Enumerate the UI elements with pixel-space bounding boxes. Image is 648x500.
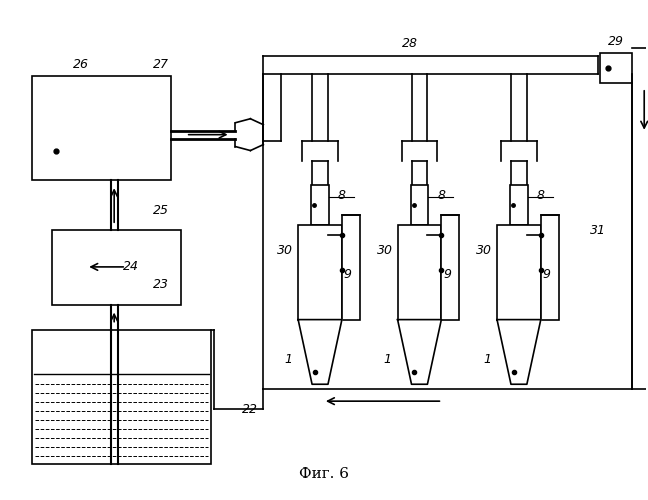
Text: 8: 8: [537, 189, 545, 202]
Text: 1: 1: [284, 353, 292, 366]
Text: 26: 26: [73, 58, 89, 70]
Text: 22: 22: [242, 402, 259, 415]
Text: 9: 9: [443, 268, 451, 281]
Text: 27: 27: [153, 58, 169, 70]
Bar: [298, 225, 342, 320]
Bar: [32, 76, 171, 180]
Text: 30: 30: [376, 244, 393, 256]
Text: 8: 8: [338, 189, 346, 202]
Text: 30: 30: [277, 244, 293, 256]
Bar: [541, 215, 559, 320]
Bar: [342, 215, 360, 320]
Text: 9: 9: [344, 268, 352, 281]
Text: 31: 31: [590, 224, 605, 236]
Text: 1: 1: [483, 353, 491, 366]
Bar: [601, 53, 632, 83]
Bar: [441, 215, 459, 320]
Bar: [398, 225, 441, 320]
Text: Фиг. 6: Фиг. 6: [299, 467, 349, 481]
Text: 1: 1: [384, 353, 391, 366]
Bar: [510, 186, 528, 225]
Text: 30: 30: [476, 244, 492, 256]
Bar: [411, 186, 428, 225]
Text: 28: 28: [402, 36, 417, 50]
Text: 24: 24: [123, 260, 139, 274]
Bar: [32, 330, 211, 464]
Text: 29: 29: [608, 34, 625, 48]
Polygon shape: [298, 320, 342, 384]
Bar: [311, 186, 329, 225]
Text: 23: 23: [153, 278, 169, 291]
Bar: [497, 225, 541, 320]
Polygon shape: [398, 320, 441, 384]
Text: 8: 8: [437, 189, 445, 202]
Polygon shape: [497, 320, 541, 384]
Bar: [52, 230, 181, 304]
Text: 25: 25: [153, 204, 169, 216]
Text: 9: 9: [543, 268, 551, 281]
